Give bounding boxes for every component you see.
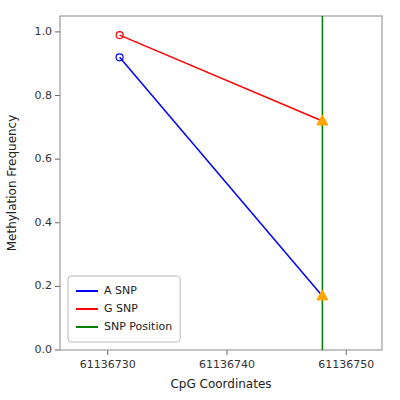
series-line [120, 57, 323, 296]
series-line [120, 35, 323, 121]
y-tick [55, 350, 60, 351]
legend-box [68, 276, 180, 342]
legend-swatch [76, 308, 98, 310]
triangle-marker [317, 115, 328, 125]
y-tick-label: 0.6 [35, 152, 53, 165]
circle-marker [116, 32, 123, 39]
y-axis-label: Methylation Frequency [5, 115, 19, 252]
legend-swatch [76, 326, 98, 328]
x-tick [226, 350, 227, 355]
y-tick-label: 0.0 [35, 343, 53, 356]
triangle-marker [317, 290, 328, 300]
chart-container: 0.0 0.2 0.4 0.6 0.8 1.0 61136730 61136740 611367… [0, 0, 400, 400]
y-tick [55, 159, 60, 160]
y-tick-label: 0.8 [35, 89, 53, 102]
plot-frame [60, 16, 382, 350]
y-tick-label: 0.4 [35, 216, 53, 229]
circle-marker [116, 54, 123, 61]
x-tick-label: 61136740 [199, 358, 255, 371]
legend-swatch [76, 290, 98, 292]
legend-label: G SNP [104, 302, 138, 315]
y-tick [55, 222, 60, 223]
chart: 0.0 0.2 0.4 0.6 0.8 1.0 61136730 61136740 611367… [0, 0, 400, 400]
legend-label: A SNP [104, 284, 137, 297]
y-tick-label: 1.0 [35, 25, 53, 38]
x-axis-label: CpG Coordinates [170, 377, 271, 391]
legend-label: SNP Position [104, 320, 172, 333]
y-tick [55, 286, 60, 287]
x-tick-label: 61136750 [318, 358, 374, 371]
x-tick-label: 61136730 [80, 358, 136, 371]
axes: 0.0 0.2 0.4 0.6 0.8 1.0 61136730 61136740 611367… [35, 25, 375, 371]
legend: A SNP G SNP SNP Position [68, 276, 180, 342]
y-tick-label: 0.2 [35, 279, 53, 292]
plot-area [60, 16, 382, 350]
x-tick [346, 350, 347, 355]
y-tick [55, 31, 60, 32]
x-tick [107, 350, 108, 355]
y-tick [55, 95, 60, 96]
